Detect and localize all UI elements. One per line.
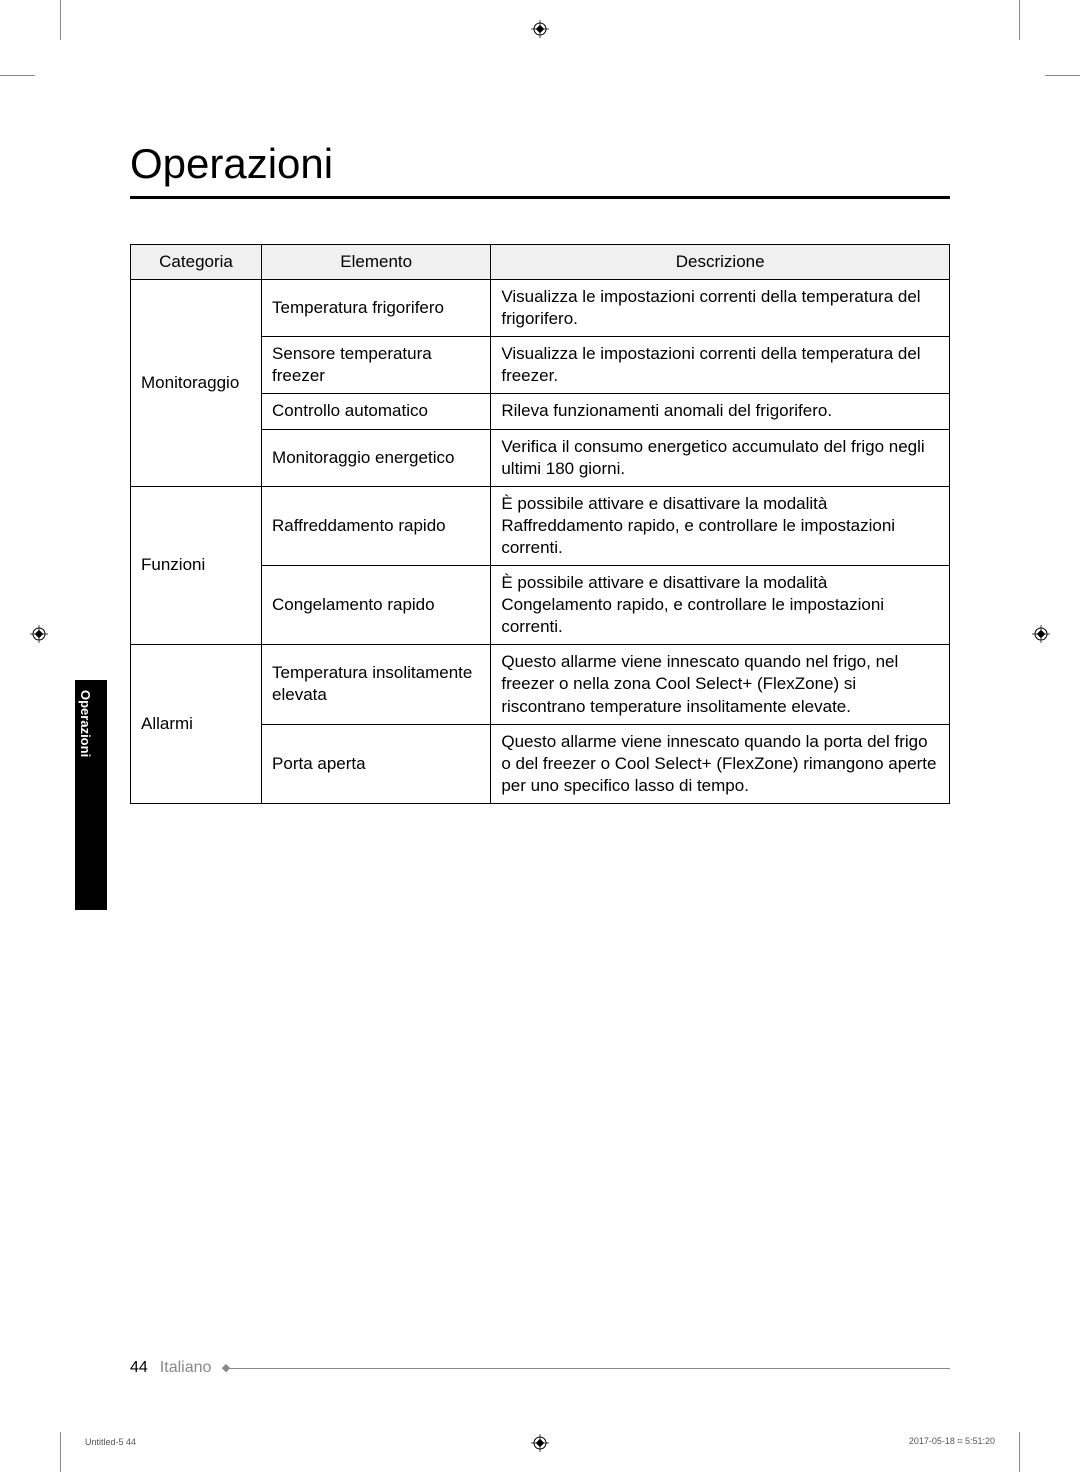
crop-mark	[60, 1432, 61, 1472]
crop-mark	[1019, 0, 1020, 40]
page-footer: 44 Italiano	[130, 1359, 950, 1377]
header-element: Elemento	[262, 245, 491, 280]
cell-element: Congelamento rapido	[262, 566, 491, 645]
header-description: Descrizione	[491, 245, 950, 280]
cell-description: Visualizza le impostazioni correnti dell…	[491, 337, 950, 394]
footer-divider	[223, 1368, 950, 1369]
registration-mark-icon	[531, 20, 549, 38]
cell-description: Rileva funzionamenti anomali del frigori…	[491, 394, 950, 429]
cell-description: Questo allarme viene innescato quando ne…	[491, 645, 950, 724]
table-row: Funzioni Raffreddamento rapido È possibi…	[131, 486, 950, 565]
header-category: Categoria	[131, 245, 262, 280]
cell-element: Temperatura frigorifero	[262, 280, 491, 337]
page-content: Operazioni Categoria Elemento Descrizion…	[130, 140, 950, 804]
cell-description: Questo allarme viene innescato quando la…	[491, 724, 950, 803]
cell-element: Sensore temperatura freezer	[262, 337, 491, 394]
cell-element: Raffreddamento rapido	[262, 486, 491, 565]
cell-category: Allarmi	[131, 645, 262, 804]
crop-mark	[0, 75, 35, 76]
registration-mark-icon	[1032, 625, 1050, 643]
print-metadata-left: Untitled-5 44	[85, 1437, 136, 1447]
cell-description: Verifica il consumo energetico accumulat…	[491, 429, 950, 486]
page-number: 44	[130, 1359, 148, 1377]
print-metadata-right: 2017-05-18 ⌗ 5:51:20	[909, 1436, 995, 1447]
crop-mark	[1045, 75, 1080, 76]
crop-mark	[1019, 1432, 1020, 1472]
cell-element: Controllo automatico	[262, 394, 491, 429]
registration-mark-icon	[531, 1434, 549, 1452]
operations-table: Categoria Elemento Descrizione Monitorag…	[130, 244, 950, 804]
cell-element: Monitoraggio energetico	[262, 429, 491, 486]
table-header-row: Categoria Elemento Descrizione	[131, 245, 950, 280]
cell-description: È possibile attivare e disattivare la mo…	[491, 566, 950, 645]
cell-description: È possibile attivare e disattivare la mo…	[491, 486, 950, 565]
table-row: Allarmi Temperatura insolitamente elevat…	[131, 645, 950, 724]
page-title: Operazioni	[130, 140, 950, 199]
cell-category: Funzioni	[131, 486, 262, 645]
table-row: Monitoraggio Temperatura frigorifero Vis…	[131, 280, 950, 337]
cell-element: Porta aperta	[262, 724, 491, 803]
cell-category: Monitoraggio	[131, 280, 262, 487]
crop-mark	[60, 0, 61, 40]
footer-language: Italiano	[160, 1359, 212, 1377]
cell-element: Temperatura insolitamente elevata	[262, 645, 491, 724]
cell-description: Visualizza le impostazioni correnti dell…	[491, 280, 950, 337]
section-tab-label: Operazioni	[78, 690, 93, 757]
registration-mark-icon	[30, 625, 48, 643]
